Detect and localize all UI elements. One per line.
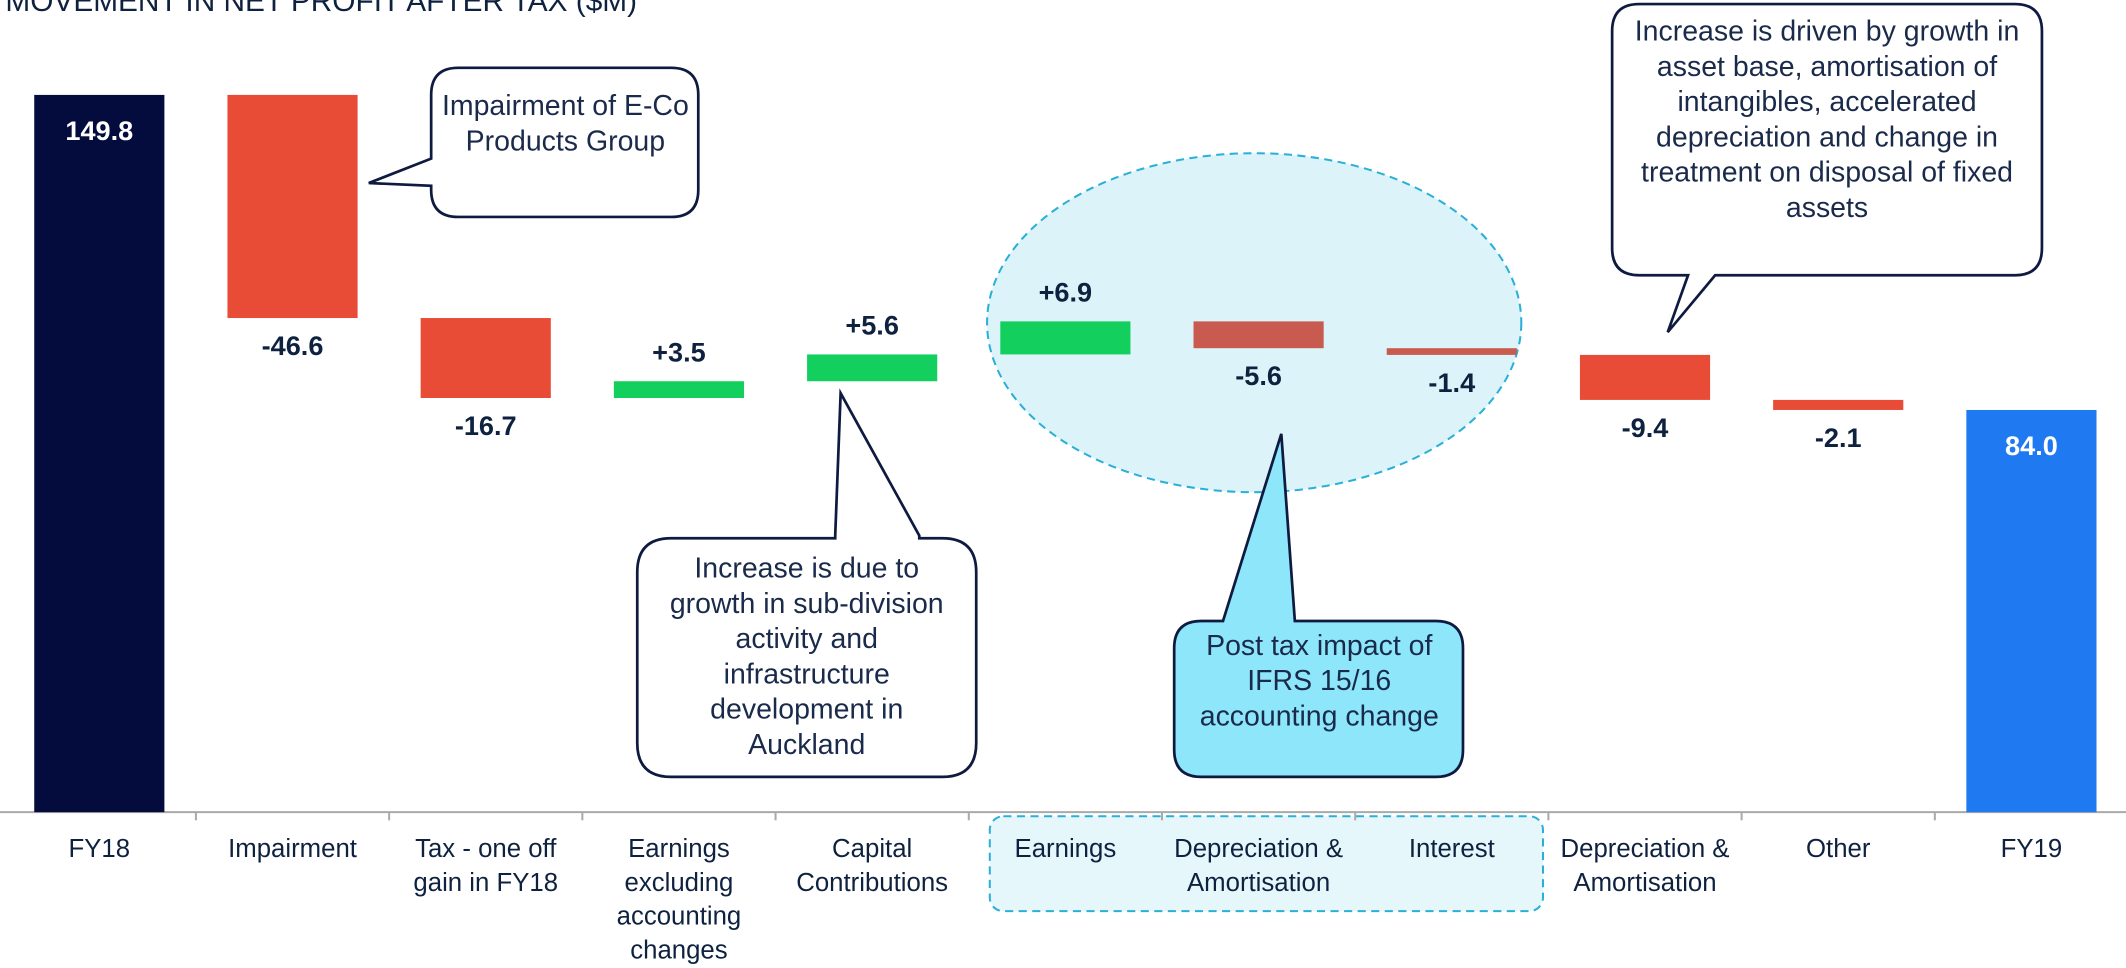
x-tick-label: FY18 [68,835,131,864]
value-label: -1.4 [1428,367,1475,398]
x-tick-label: Tax - one off gain in FY18 [413,835,559,898]
x-tick-label: Impairment [228,835,357,864]
bar [34,94,165,813]
bar [613,381,745,398]
bar [227,94,358,319]
value-label: -2.1 [1815,422,1862,453]
chart-title: MOVEMENT IN NET PROFIT AFTER TAX ($M) [5,0,637,18]
x-tick-label: Other [1805,835,1871,864]
callout [368,66,700,219]
x-tick-label: Depreciation & Amortisation [1174,835,1344,898]
bar [1193,321,1324,349]
bar [1579,354,1711,400]
value-label: +6.9 [1039,276,1093,307]
bar [1966,409,2097,813]
x-tick-label: Earnings [1014,835,1117,864]
value-label: -16.7 [455,410,517,441]
value-label: +5.6 [845,309,899,340]
bar [1386,348,1517,355]
bar [1773,399,1904,410]
annotation: Impairment of E-Co Products Group [441,90,689,158]
annotation: Post tax impact of IFRS 15/16 accounting… [1199,630,1439,733]
annotation: Increase is due to growth in sub-divisio… [669,553,944,761]
value-label: -46.6 [262,330,324,361]
value-label: 149.8 [65,115,133,146]
bar [1000,321,1131,355]
value-label: -9.4 [1622,412,1669,443]
annotation: Increase is driven by growth in asset ba… [1634,16,2020,224]
x-tick-label: FY19 [2000,835,2063,864]
value-label: 84.0 [2005,430,2058,461]
group-box [988,815,1544,913]
x-tick-label: Depreciation & Amortisation [1560,835,1730,898]
bar [420,318,551,398]
x-tick-label: Capital Contributions [796,835,949,898]
value-label: +3.5 [652,336,706,367]
callout [1610,2,2044,334]
x-tick-label: Earnings excluding accounting changes [616,835,742,966]
callout [1172,433,1465,779]
value-label: -5.6 [1235,360,1282,391]
x-tick-label: Interest [1408,835,1495,864]
bar [807,354,938,382]
callout [635,388,978,779]
